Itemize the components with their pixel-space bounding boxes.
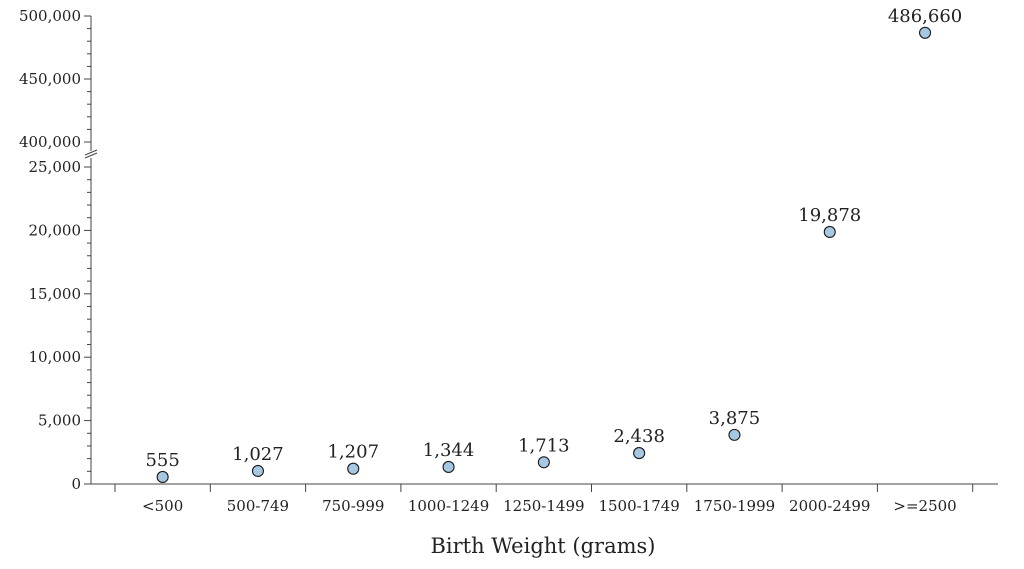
axis-break-mark (84, 152, 98, 159)
y-tick-label: 400,000 (19, 133, 81, 151)
x-ticks: <500 500-749 750-999 1000-1249 1250-1499 1500… (114, 484, 974, 515)
y-tick-label: 25,000 (29, 158, 82, 176)
x-tick-label: <500 (142, 497, 183, 515)
data-label: 486,660 (888, 6, 962, 27)
x-tick-label: >=2500 (893, 497, 956, 515)
axes (84, 16, 998, 485)
y-tick-label: 10,000 (29, 348, 82, 366)
y-tick-label: 0 (71, 475, 81, 493)
y-tick-label: 15,000 (29, 285, 82, 303)
x-tick-label: 1500-1749 (598, 497, 679, 515)
data-label: 2,438 (613, 426, 665, 447)
x-tick-label: 500-749 (227, 497, 289, 515)
data-label: 1,713 (518, 435, 570, 456)
axis-break-mark (84, 149, 98, 156)
data-points (156, 26, 932, 484)
data-label: 3,875 (709, 408, 761, 429)
data-label: 555 (145, 450, 179, 471)
x-tick-label: 750-999 (322, 497, 384, 515)
data-point (728, 428, 741, 441)
data-label: 19,878 (798, 205, 861, 226)
x-tick-label: 2000-2499 (789, 497, 870, 515)
data-labels: 555 1,027 1,207 1,344 1,713 2,438 3,875 19,878 4… (145, 6, 962, 471)
data-point (347, 462, 360, 475)
y-tick-label: 450,000 (19, 70, 81, 88)
data-label: 1,344 (423, 440, 475, 461)
x-tick-label: 1000-1249 (408, 497, 489, 515)
x-axis-title: Birth Weight (grams) (430, 534, 655, 558)
x-tick-label: 1750-1999 (694, 497, 775, 515)
y-ticks: 0 5,000 10,000 15,000 20,000 25,000 400,000 450… (19, 7, 91, 493)
data-point (442, 460, 455, 474)
data-point (823, 225, 836, 238)
y-tick-label: 5,000 (38, 412, 81, 430)
data-point (537, 456, 550, 469)
y-tick-label: 20,000 (29, 221, 82, 239)
x-tick-label: 1250-1499 (503, 497, 584, 515)
data-point (156, 470, 169, 484)
data-point (633, 447, 646, 460)
data-point (918, 26, 932, 39)
data-label: 1,207 (327, 442, 379, 463)
data-label: 1,027 (232, 444, 284, 465)
data-point (251, 464, 265, 478)
y-tick-label: 500,000 (19, 7, 81, 25)
